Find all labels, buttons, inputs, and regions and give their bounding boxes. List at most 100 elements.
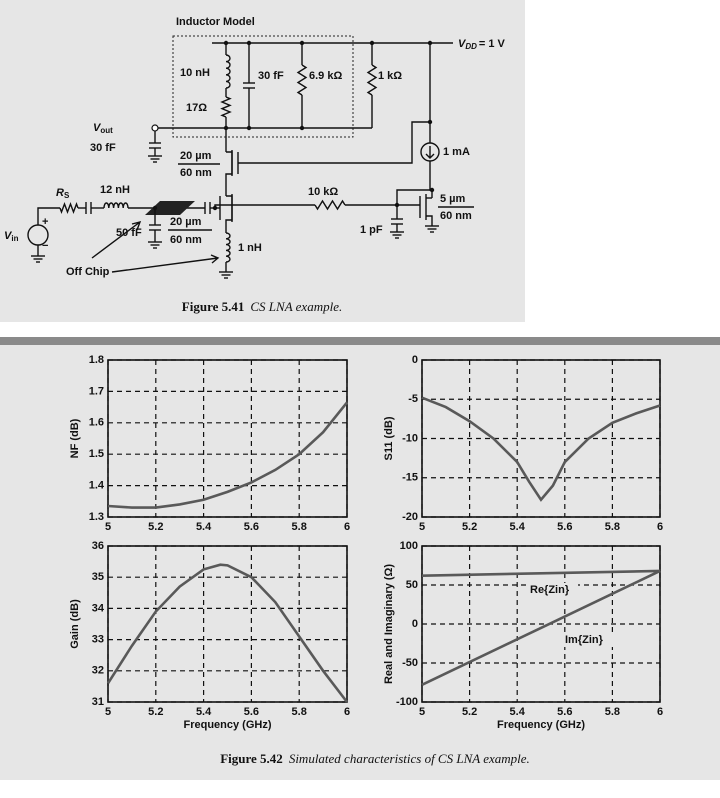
off-chip-label: Off Chip [66, 266, 110, 278]
vdd-sub: DD [465, 42, 477, 51]
box-title: Inductor Model [176, 16, 255, 28]
wire [238, 121, 430, 164]
x-tick-label: 5.8 [292, 706, 307, 718]
y-axis-label: Real and Imaginary (Ω) [383, 564, 395, 684]
caption: Figure 5.41 CS LNA example. [182, 299, 342, 314]
y-tick-label: 33 [92, 634, 104, 646]
label: 20 µm [170, 216, 202, 228]
junction [369, 40, 375, 46]
vdd-value: = 1 V [479, 38, 506, 50]
data-line [421, 569, 661, 577]
plot-frame [421, 545, 661, 703]
y-tick-label: 1.8 [89, 354, 104, 366]
x-tick-label: 5.4 [510, 706, 526, 718]
resistor [220, 96, 232, 118]
x-tick-label: 5 [105, 521, 111, 533]
caption-label: Figure 5.42 [220, 751, 283, 766]
y-tick-label: 50 [406, 579, 418, 591]
y-axis-label: NF (dB) [69, 418, 81, 458]
label: 60 nm [170, 234, 202, 246]
y-tick-label: 1.6 [89, 417, 104, 429]
x-tick-label: 5.8 [605, 706, 620, 718]
x-tick-label: 6 [657, 521, 663, 533]
rs-sub: S [64, 191, 70, 200]
vout-label: Vout [93, 122, 113, 135]
junction [299, 125, 305, 131]
x-tick-label: 5.4 [196, 706, 212, 718]
y-tick-label: 0 [412, 618, 418, 630]
output-node [151, 124, 159, 132]
label: 60 nm [440, 210, 472, 222]
y-tick-label: 35 [92, 571, 104, 583]
y-axis-label: Gain (dB) [69, 599, 81, 649]
x-tick-label: 5.4 [510, 521, 526, 533]
minus: − [42, 240, 48, 252]
junction [223, 125, 229, 131]
label: 30 fF [90, 142, 116, 154]
vdd-symbol: V [458, 38, 467, 50]
junction [429, 187, 435, 193]
vin-label: Vin [4, 230, 19, 243]
x-tick-label: 5.2 [462, 706, 477, 718]
arrow [111, 254, 220, 273]
caption-text: Simulated characteristics of CS LNA exam… [289, 751, 530, 766]
vin-symbol: V [4, 230, 13, 242]
data-line [421, 396, 661, 502]
label: 10 nH [180, 67, 210, 79]
label: 1 mA [443, 146, 470, 158]
x-tick-label: 6 [344, 706, 350, 718]
x-tick-label: 6 [344, 521, 350, 533]
x-tick-label: 5 [105, 706, 111, 718]
y-tick-label: 1.7 [89, 385, 104, 397]
y-tick-label: -50 [402, 657, 418, 669]
panel-bar [0, 337, 720, 345]
series-label: Re{Zin} [530, 584, 570, 596]
rs-label: RS [56, 187, 70, 200]
x-tick-label: 5.2 [148, 521, 163, 533]
caption: Figure 5.42 Simulated characteristics of … [220, 751, 530, 766]
wire [37, 207, 60, 225]
label: 12 nH [100, 184, 130, 196]
junction [223, 40, 229, 46]
wire [214, 204, 315, 208]
junction [246, 40, 252, 46]
series-label-bg [563, 633, 613, 647]
x-tick-label: 6 [657, 706, 663, 718]
inductor-model-box [172, 35, 354, 138]
y-tick-label: 36 [92, 540, 104, 552]
chart-panel [0, 337, 720, 780]
x-axis-label: Frequency (GHz) [497, 719, 585, 731]
wire [426, 215, 433, 226]
x-tick-label: 5.4 [196, 521, 212, 533]
label: 5 µm [440, 193, 466, 205]
y-tick-label: 1.3 [89, 511, 104, 523]
label: 17Ω [186, 102, 207, 114]
label: 10 kΩ [308, 186, 338, 198]
inductor [225, 232, 231, 263]
x-tick-label: 5.6 [557, 706, 572, 718]
label: 20 µm [180, 150, 212, 162]
arrow [91, 220, 142, 259]
y-tick-label: -20 [402, 511, 418, 523]
x-tick-label: 5.6 [557, 521, 572, 533]
y-tick-label: 1.5 [89, 448, 104, 460]
y-tick-label: 100 [400, 540, 418, 552]
arrow [425, 146, 435, 159]
plus: + [42, 216, 48, 228]
y-tick-label: 34 [92, 602, 105, 614]
circuit: Inductor Model VDD = 1 V 10 nH 30 fF 6.9 … [4, 16, 506, 314]
junction [427, 40, 433, 46]
label: 30 fF [258, 70, 284, 82]
caption-text: CS LNA example. [250, 299, 342, 314]
x-tick-label: 5.8 [292, 521, 307, 533]
x-tick-label: 5.6 [244, 706, 259, 718]
circuit-panel [0, 0, 525, 322]
y-tick-label: -5 [408, 393, 418, 405]
junction [299, 40, 305, 46]
resistor [366, 64, 378, 96]
vout-symbol: V [93, 122, 102, 134]
label: 60 nm [180, 167, 212, 179]
x-tick-label: 5 [419, 521, 425, 533]
plot-frame [107, 359, 348, 518]
